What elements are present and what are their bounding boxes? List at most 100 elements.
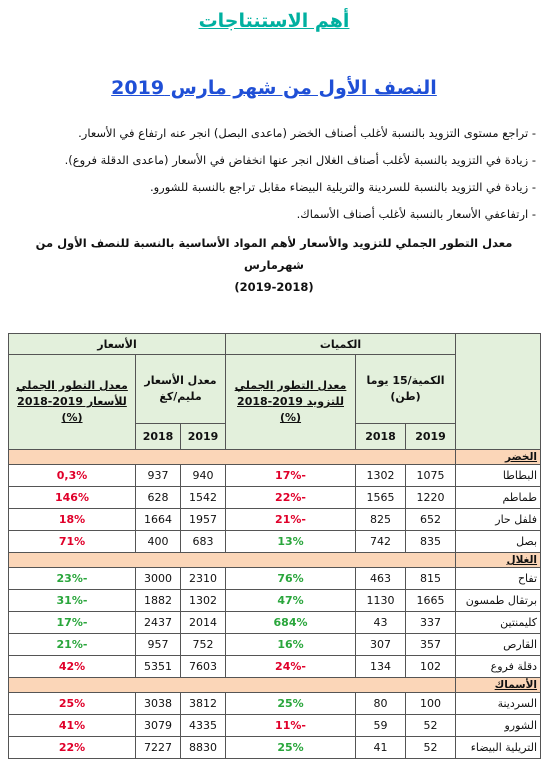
table-row: فلفل حار 652 825 -21% 1957 1664 18%	[8, 508, 542, 531]
cell: 957	[135, 633, 181, 656]
table-row: التريلية البيضاء 52 41 25% 8830 7227 22%	[8, 736, 542, 759]
row-label: دقلة فروع	[455, 655, 542, 678]
cell: 628	[135, 486, 181, 509]
cell: 400	[135, 530, 181, 553]
table: الكميات الأسعار الكمية/15 يوما (طن) معدل …	[7, 333, 542, 759]
cell: 102	[405, 655, 457, 678]
section-fill	[7, 552, 457, 568]
cell: 2310	[180, 567, 226, 590]
cell: 146%	[8, 486, 136, 509]
column-header: معدل التطور الجملي للأسعار 2019-2018 (%)	[8, 354, 136, 450]
cell: 1302	[180, 589, 226, 612]
cell: 41%	[8, 714, 136, 737]
row-label: طماطم	[455, 486, 542, 509]
section-row: الغلال	[7, 552, 542, 568]
cell: 16%	[224, 633, 357, 656]
cell: -24%	[224, 655, 357, 678]
header-line: معدل الأسعار	[144, 374, 217, 387]
header-line: (%)	[61, 411, 83, 424]
cell: 835	[405, 530, 457, 553]
cell: 1302	[355, 464, 407, 487]
year-header: 2019	[180, 423, 226, 450]
year-header: 2018	[355, 423, 407, 450]
row-label: الشورو	[455, 714, 542, 737]
cell: 25%	[224, 736, 357, 759]
cell: 940	[180, 464, 226, 487]
table-row: البطاطا 1075 1302 -17% 940 937 0,3%	[8, 464, 542, 487]
cell: 463	[355, 567, 407, 590]
cell: 59	[355, 714, 407, 737]
header-line: معدل التطور الجملي	[234, 379, 347, 392]
cell: 742	[355, 530, 407, 553]
cell: -21%	[8, 633, 136, 656]
table-caption: معدل التطور الجملي للتزويد والأسعار لأهم…	[10, 232, 538, 298]
caption-line: معدل التطور الجملي للتزويد والأسعار لأهم…	[35, 236, 513, 272]
cell: 683	[180, 530, 226, 553]
cell: 42%	[8, 655, 136, 678]
table-row: بصل 835 742 13% 683 400 71%	[8, 530, 542, 553]
row-label: فلفل حار	[455, 508, 542, 531]
cell: 357	[405, 633, 457, 656]
section-row: الأسماك	[7, 677, 542, 693]
cell: 71%	[8, 530, 136, 553]
cell: -31%	[8, 589, 136, 612]
cell: 76%	[224, 567, 357, 590]
cell: 3079	[135, 714, 181, 737]
section-fill	[7, 449, 457, 465]
row-label: التريلية البيضاء	[455, 736, 542, 759]
document: أهم الاستنتاجات النصف الأول من شهر مارس …	[0, 6, 548, 765]
year-header: 2018	[135, 423, 181, 450]
header-line: معدل التطور الجملي	[16, 379, 128, 392]
row-label: بصل	[455, 530, 542, 553]
cell: 3000	[135, 567, 181, 590]
column-header: معدل الأسعار مليم/كغ	[135, 354, 226, 424]
subtitle: النصف الأول من شهر مارس 2019	[111, 77, 437, 99]
column-header: معدل التطور الجملي للتزويد 2019-2018 (%)	[224, 354, 357, 450]
cell: 4335	[180, 714, 226, 737]
cell: 8830	[180, 736, 226, 759]
cell: -17%	[224, 464, 357, 487]
table-row: تفاح 815 463 76% 2310 3000 -23%	[8, 567, 542, 590]
table-row: القارص 357 307 16% 752 957 -21%	[8, 633, 542, 656]
cell: -23%	[8, 567, 136, 590]
row-label: تفاح	[455, 567, 542, 590]
cell: 100	[405, 692, 457, 715]
cell: 2437	[135, 611, 181, 634]
table-row: طماطم 1220 1565 -22% 1542 628 146%	[8, 486, 542, 509]
cell: 752	[180, 633, 226, 656]
bullet: - زيادة في التزويد بالنسبة لأغلب أصناف ا…	[64, 153, 536, 167]
table-body: الخضر البطاطا 1075 1302 -17% 940 937 0,3% طماطم 1…	[7, 449, 542, 759]
section-label: الأسماك	[455, 677, 542, 693]
table-row: برتقال طمسون 1665 1130 47% 1302 1882 -31%	[8, 589, 542, 612]
group-header: الكميات	[224, 333, 457, 355]
section-row: الخضر	[7, 449, 542, 465]
cell: 13%	[224, 530, 357, 553]
row-label: برتقال طمسون	[455, 589, 542, 612]
cell: 337	[405, 611, 457, 634]
bullet: - زيادة في التزويد بالنسبة للسردينة والت…	[149, 180, 536, 194]
column-header: الكمية/15 يوما (طن)	[355, 354, 457, 424]
header-line: (طن)	[390, 390, 421, 403]
cell: 1882	[135, 589, 181, 612]
cell: 1665	[405, 589, 457, 612]
group-header: الأسعار	[8, 333, 226, 355]
row-label: البطاطا	[455, 464, 542, 487]
cell: 825	[355, 508, 407, 531]
cell: 2014	[180, 611, 226, 634]
cell: 52	[405, 714, 457, 737]
header-line: الكمية/15 يوما	[366, 374, 445, 387]
cell: 22%	[8, 736, 136, 759]
section-fill	[7, 677, 457, 693]
cell: 43	[355, 611, 407, 634]
header-line: للتزويد 2019-2018	[237, 395, 344, 408]
cell: 47%	[224, 589, 357, 612]
cell: 1130	[355, 589, 407, 612]
cell: 25%	[8, 692, 136, 715]
cell: 1957	[180, 508, 226, 531]
cell: 1565	[355, 486, 407, 509]
row-label: القارص	[455, 633, 542, 656]
corner-cell	[455, 333, 542, 450]
title: أهم الاستنتاجات	[198, 10, 350, 32]
cell: 134	[355, 655, 407, 678]
